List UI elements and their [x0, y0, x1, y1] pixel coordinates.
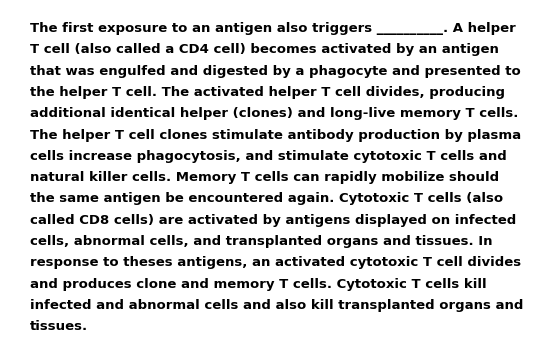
Text: The first exposure to an antigen also triggers __________. A helper: The first exposure to an antigen also tr…: [30, 22, 516, 35]
Text: the helper T cell. The activated helper T cell divides, producing: the helper T cell. The activated helper …: [30, 86, 505, 99]
Text: and produces clone and memory T cells. Cytotoxic T cells kill: and produces clone and memory T cells. C…: [30, 278, 487, 290]
Text: that was engulfed and digested by a phagocyte and presented to: that was engulfed and digested by a phag…: [30, 64, 521, 78]
Text: additional identical helper (clones) and long-live memory T cells.: additional identical helper (clones) and…: [30, 107, 518, 120]
Text: natural killer cells. Memory T cells can rapidly mobilize should: natural killer cells. Memory T cells can…: [30, 171, 499, 184]
Text: called CD8 cells) are activated by antigens displayed on infected: called CD8 cells) are activated by antig…: [30, 214, 516, 227]
Text: tissues.: tissues.: [30, 320, 88, 333]
Text: The helper T cell clones stimulate antibody production by plasma: The helper T cell clones stimulate antib…: [30, 129, 521, 141]
Text: the same antigen be encountered again. Cytotoxic T cells (also: the same antigen be encountered again. C…: [30, 192, 503, 205]
Text: cells increase phagocytosis, and stimulate cytotoxic T cells and: cells increase phagocytosis, and stimula…: [30, 150, 507, 163]
Text: infected and abnormal cells and also kill transplanted organs and: infected and abnormal cells and also kil…: [30, 299, 523, 312]
Text: cells, abnormal cells, and transplanted organs and tissues. In: cells, abnormal cells, and transplanted …: [30, 235, 493, 248]
Text: response to theses antigens, an activated cytotoxic T cell divides: response to theses antigens, an activate…: [30, 256, 521, 269]
Text: T cell (also called a CD4 cell) becomes activated by an antigen: T cell (also called a CD4 cell) becomes …: [30, 43, 499, 56]
